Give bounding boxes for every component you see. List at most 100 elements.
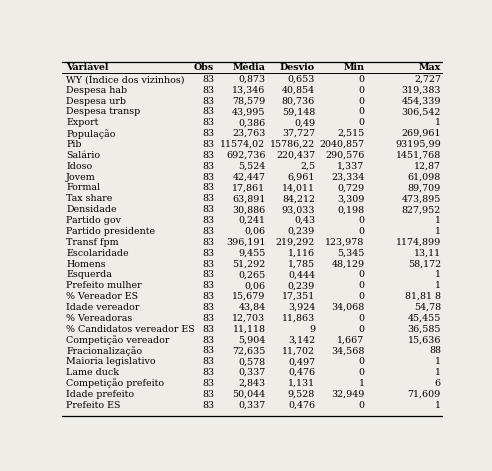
Text: % Vereadoras: % Vereadoras bbox=[66, 314, 132, 323]
Text: 0,653: 0,653 bbox=[288, 75, 315, 84]
Text: 54,78: 54,78 bbox=[414, 303, 441, 312]
Text: 83: 83 bbox=[202, 238, 214, 247]
Text: 1451,768: 1451,768 bbox=[396, 151, 441, 160]
Text: 9,455: 9,455 bbox=[238, 249, 266, 258]
Text: 63,891: 63,891 bbox=[232, 195, 266, 203]
Text: 83: 83 bbox=[202, 86, 214, 95]
Text: 11574,02: 11574,02 bbox=[220, 140, 266, 149]
Text: 0: 0 bbox=[359, 314, 365, 323]
Text: 13,11: 13,11 bbox=[414, 249, 441, 258]
Text: Obs: Obs bbox=[194, 63, 214, 72]
Text: 1174,899: 1174,899 bbox=[396, 238, 441, 247]
Text: 83: 83 bbox=[202, 314, 214, 323]
Text: 83: 83 bbox=[202, 107, 214, 116]
Text: 93195,99: 93195,99 bbox=[395, 140, 441, 149]
Text: 123,978: 123,978 bbox=[325, 238, 365, 247]
Text: 1: 1 bbox=[435, 281, 441, 290]
Text: Pib: Pib bbox=[66, 140, 82, 149]
Text: 17,351: 17,351 bbox=[282, 292, 315, 301]
Text: 83: 83 bbox=[202, 335, 214, 345]
Text: 2,727: 2,727 bbox=[414, 75, 441, 84]
Text: 83: 83 bbox=[202, 368, 214, 377]
Text: 71,609: 71,609 bbox=[408, 390, 441, 399]
Text: 1: 1 bbox=[359, 379, 365, 388]
Text: População: População bbox=[66, 129, 116, 138]
Text: 80,736: 80,736 bbox=[282, 97, 315, 106]
Text: 306,542: 306,542 bbox=[401, 107, 441, 116]
Text: 3,924: 3,924 bbox=[288, 303, 315, 312]
Text: 9: 9 bbox=[309, 325, 315, 333]
Text: 11,118: 11,118 bbox=[233, 325, 266, 333]
Text: 1,667: 1,667 bbox=[338, 335, 365, 345]
Text: 23,334: 23,334 bbox=[331, 172, 365, 182]
Text: 83: 83 bbox=[202, 281, 214, 290]
Text: 43,995: 43,995 bbox=[232, 107, 266, 116]
Text: Desvio: Desvio bbox=[280, 63, 315, 72]
Text: 43,84: 43,84 bbox=[238, 303, 266, 312]
Text: 2,5: 2,5 bbox=[300, 162, 315, 171]
Text: 83: 83 bbox=[202, 129, 214, 138]
Text: 83: 83 bbox=[202, 140, 214, 149]
Text: 1,337: 1,337 bbox=[338, 162, 365, 171]
Text: 9,528: 9,528 bbox=[288, 390, 315, 399]
Text: WY (Índice dos vizinhos): WY (Índice dos vizinhos) bbox=[66, 74, 184, 84]
Text: 1: 1 bbox=[435, 270, 441, 279]
Text: Densidade: Densidade bbox=[66, 205, 117, 214]
Text: 89,709: 89,709 bbox=[408, 184, 441, 193]
Text: 15786,22: 15786,22 bbox=[270, 140, 315, 149]
Text: 1: 1 bbox=[435, 216, 441, 225]
Text: 83: 83 bbox=[202, 325, 214, 333]
Text: 83: 83 bbox=[202, 303, 214, 312]
Text: 78,579: 78,579 bbox=[232, 97, 266, 106]
Text: 0,729: 0,729 bbox=[338, 184, 365, 193]
Text: 0: 0 bbox=[359, 216, 365, 225]
Text: 88: 88 bbox=[429, 347, 441, 356]
Text: 0,476: 0,476 bbox=[288, 401, 315, 410]
Text: Max: Max bbox=[419, 63, 441, 72]
Text: 83: 83 bbox=[202, 97, 214, 106]
Text: 83: 83 bbox=[202, 118, 214, 127]
Text: 6,961: 6,961 bbox=[288, 172, 315, 182]
Text: 0,497: 0,497 bbox=[288, 357, 315, 366]
Text: 83: 83 bbox=[202, 162, 214, 171]
Text: 50,044: 50,044 bbox=[232, 390, 266, 399]
Text: 5,524: 5,524 bbox=[238, 162, 266, 171]
Text: 83: 83 bbox=[202, 195, 214, 203]
Text: 0,337: 0,337 bbox=[238, 368, 266, 377]
Text: 0: 0 bbox=[359, 86, 365, 95]
Text: 17,861: 17,861 bbox=[232, 184, 266, 193]
Text: 48,129: 48,129 bbox=[332, 260, 365, 268]
Text: Min: Min bbox=[343, 63, 365, 72]
Text: 34,068: 34,068 bbox=[332, 303, 365, 312]
Text: 15,679: 15,679 bbox=[232, 292, 266, 301]
Text: Salário: Salário bbox=[66, 151, 100, 160]
Text: 0,337: 0,337 bbox=[238, 401, 266, 410]
Text: 45,455: 45,455 bbox=[407, 314, 441, 323]
Text: 1: 1 bbox=[435, 118, 441, 127]
Text: 30,886: 30,886 bbox=[232, 205, 266, 214]
Text: Idoso: Idoso bbox=[66, 162, 92, 171]
Text: 1,785: 1,785 bbox=[288, 260, 315, 268]
Text: Formal: Formal bbox=[66, 184, 100, 193]
Text: 83: 83 bbox=[202, 249, 214, 258]
Text: Jovem: Jovem bbox=[66, 172, 96, 182]
Text: 42,447: 42,447 bbox=[233, 172, 266, 182]
Text: 83: 83 bbox=[202, 172, 214, 182]
Text: 83: 83 bbox=[202, 227, 214, 236]
Text: 0,444: 0,444 bbox=[288, 270, 315, 279]
Text: Idade vereador: Idade vereador bbox=[66, 303, 139, 312]
Text: 0: 0 bbox=[359, 401, 365, 410]
Text: 83: 83 bbox=[202, 292, 214, 301]
Text: Homens: Homens bbox=[66, 260, 106, 268]
Text: 83: 83 bbox=[202, 390, 214, 399]
Text: 0: 0 bbox=[359, 227, 365, 236]
Text: 0,43: 0,43 bbox=[294, 216, 315, 225]
Text: 0: 0 bbox=[359, 357, 365, 366]
Text: Escolaridade: Escolaridade bbox=[66, 249, 129, 258]
Text: 32,949: 32,949 bbox=[331, 390, 365, 399]
Text: Competição prefeito: Competição prefeito bbox=[66, 379, 164, 389]
Text: 14,011: 14,011 bbox=[282, 184, 315, 193]
Text: 83: 83 bbox=[202, 216, 214, 225]
Text: 12,87: 12,87 bbox=[414, 162, 441, 171]
Text: 11,702: 11,702 bbox=[282, 347, 315, 356]
